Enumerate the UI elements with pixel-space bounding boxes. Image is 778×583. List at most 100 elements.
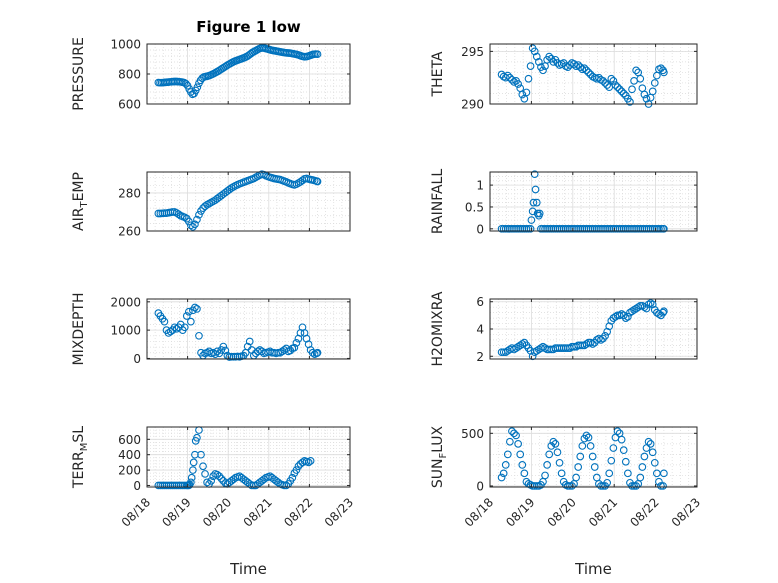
data-point (531, 185, 540, 194)
data-point (660, 307, 668, 316)
data-point (621, 314, 630, 322)
y-axis-label: H2OMIXRA (430, 291, 446, 366)
data-point (516, 450, 525, 459)
data-point (601, 331, 609, 340)
data-point (551, 439, 560, 448)
data-point (499, 348, 508, 357)
data-point (650, 458, 659, 467)
data-point (657, 482, 665, 490)
y-label-main: RAINFALL (430, 169, 446, 234)
data-point (609, 444, 618, 452)
data-point (632, 482, 640, 490)
y-axis-label: PRESSURE (71, 37, 87, 111)
subplot-4: 0 0.5 1 RAINFALL (430, 169, 698, 236)
axes-box (146, 426, 351, 488)
data-point (628, 85, 636, 94)
data-point (308, 348, 317, 357)
y-tick-label: 280 (118, 186, 141, 200)
y-axis-label: SUNFLUX (430, 425, 449, 488)
data-point (578, 341, 587, 350)
y-label-main: SUN (430, 459, 446, 489)
data-point (535, 58, 543, 66)
data-point (617, 87, 626, 96)
data-point (532, 52, 541, 61)
data-point (506, 437, 514, 446)
data-point (195, 210, 203, 219)
subplot-5: 0 1000 2000 MIXDEPTH (71, 293, 351, 366)
data-point (205, 347, 213, 356)
data-point (613, 427, 622, 436)
data-point (313, 177, 322, 186)
y-label-subscript: F (438, 453, 449, 459)
data-point (499, 469, 508, 478)
data-point (644, 437, 653, 446)
data-point (174, 210, 183, 219)
data-point (545, 450, 554, 459)
data-point (497, 473, 506, 482)
data-point (570, 60, 578, 68)
data-point (249, 481, 258, 490)
data-point (527, 216, 536, 224)
data-point (621, 457, 630, 466)
data-point (213, 347, 222, 356)
data-point (180, 323, 189, 332)
y-label-main: H2OMIXRA (430, 291, 446, 366)
data-point (657, 224, 665, 233)
data-point (260, 475, 268, 484)
data-point (203, 478, 211, 487)
data-point (576, 452, 585, 461)
data-point (613, 83, 622, 92)
data-point (508, 75, 516, 84)
data-point (582, 431, 591, 440)
y-axis-label: AIRTEMP (71, 172, 90, 231)
data-point (568, 482, 576, 490)
data-point (584, 433, 593, 442)
data-point (535, 209, 544, 218)
data-point (630, 482, 638, 490)
y-tick-label: 0 (476, 479, 484, 493)
data-point (189, 458, 198, 467)
data-point (655, 477, 663, 486)
data-point (522, 224, 531, 233)
data-point (201, 470, 209, 478)
y-tick-label: 1 (476, 179, 484, 193)
data-point (501, 461, 510, 469)
data-point (557, 469, 566, 478)
data-point (619, 89, 628, 98)
data-point (636, 74, 645, 83)
data-point (642, 94, 651, 103)
y-axis-label: RAINFALL (430, 169, 446, 234)
y-tick-label: 0 (133, 352, 141, 366)
data-point (288, 473, 297, 482)
data-point (186, 317, 195, 326)
data-point (193, 215, 201, 224)
data-point (197, 450, 205, 459)
data-point (189, 222, 197, 231)
data-point (184, 307, 193, 316)
data-point (292, 339, 301, 347)
data-point (603, 478, 612, 487)
data-point (170, 323, 179, 332)
data-point (221, 346, 230, 355)
data-point (615, 311, 624, 320)
data-point (510, 429, 518, 438)
data-point (529, 198, 538, 207)
data-point (626, 98, 634, 106)
axes-box (146, 298, 351, 360)
data-point (574, 61, 583, 69)
data-point (595, 334, 603, 343)
data-point (640, 452, 649, 461)
data-point (219, 342, 228, 351)
data-point (292, 466, 301, 474)
data-point (191, 303, 199, 312)
y-tick-label: 1000 (110, 38, 141, 52)
data-point (182, 312, 191, 320)
data-point (588, 340, 597, 348)
data-point (659, 308, 667, 317)
data-point (530, 47, 539, 56)
data-point (518, 340, 527, 348)
data-point (193, 433, 201, 442)
data-point (607, 74, 616, 83)
data-point (186, 478, 195, 487)
